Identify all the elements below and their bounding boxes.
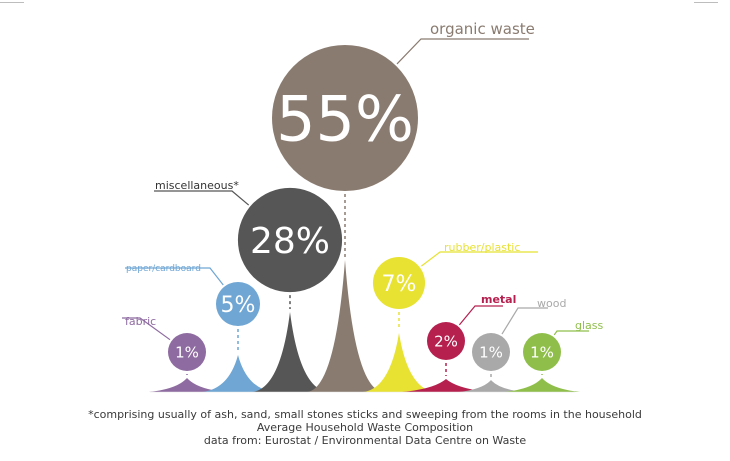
miscellaneous-value-label: 28%	[250, 221, 330, 262]
fabric-mound	[149, 378, 225, 392]
rubber-plastic-mound	[363, 333, 435, 392]
glass-mound	[504, 378, 580, 392]
glass-value-label: 1%	[530, 343, 554, 361]
organic-waste-mound	[307, 260, 383, 392]
wood-mound	[459, 380, 523, 392]
organic-waste-category-label: organic waste	[430, 20, 535, 38]
miscellaneous-leader-line	[154, 190, 250, 206]
chart-caption: Average Household Waste Composition	[256, 421, 474, 434]
metal-bubble	[427, 322, 465, 360]
fabric-value-label: 1%	[175, 343, 199, 361]
organic-waste-bubble	[272, 45, 418, 191]
rubber-plastic-value-label: 7%	[382, 272, 417, 297]
glass-category-label: glass	[575, 319, 604, 332]
rubber-plastic-category-label: rubber/plastic	[444, 241, 520, 254]
fabric-leader-line	[122, 317, 171, 341]
paper-cardboard-value-label: 5%	[221, 293, 256, 318]
corner-rule-right	[694, 2, 718, 3]
metal-mound	[402, 379, 490, 392]
glass-bubble	[523, 333, 561, 371]
miscellaneous-bubble	[237, 187, 343, 293]
metal-category-label: metal	[481, 293, 516, 306]
wood-leader-line	[501, 307, 548, 335]
miscellaneous-category-label: miscellaneous*	[155, 179, 239, 192]
metal-leader-line	[458, 305, 503, 326]
miscellaneous-mound	[252, 312, 328, 392]
wood-category-label: wood	[537, 297, 566, 310]
glass-leader-line	[553, 330, 589, 336]
paper-cardboard-bubble	[215, 281, 261, 327]
waste-composition-chart: 1% fabric 5% paper/cardboard 28% miscellaneou…	[122, 20, 604, 393]
metal-value-label: 2%	[434, 332, 458, 350]
source-note: data from: Eurostat / Environmental Data…	[203, 434, 527, 447]
paper-cardboard-category-label: paper/cardboard	[126, 264, 201, 274]
corner-rule-left	[0, 2, 24, 3]
organic-waste-leader-line	[396, 38, 529, 65]
paper-cardboard-leader-line	[125, 267, 224, 286]
paper-cardboard-mound	[202, 355, 274, 392]
fabric-bubble	[168, 333, 206, 371]
wood-bubble	[472, 333, 510, 371]
footnote: *comprising usually of ash, sand, small …	[88, 408, 642, 421]
rubber-plastic-leader-line	[421, 251, 538, 267]
wood-value-label: 1%	[479, 343, 503, 361]
rubber-plastic-bubble	[372, 256, 426, 310]
organic-waste-value-label: 55%	[276, 82, 414, 155]
fabric-category-label: fabric	[125, 315, 156, 328]
